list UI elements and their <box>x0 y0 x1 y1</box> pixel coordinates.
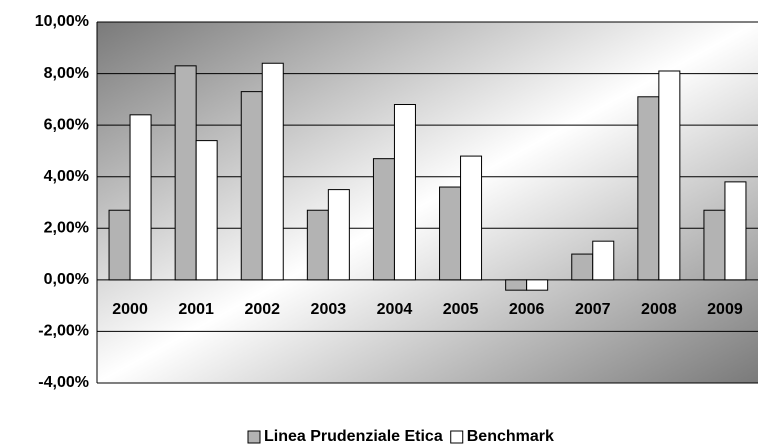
y-tick-label: 10,00% <box>35 13 89 30</box>
bar <box>637 96 660 281</box>
y-tick-label: 6,00% <box>44 116 89 133</box>
y-tick-label: -4,00% <box>38 374 89 391</box>
bar <box>571 253 594 281</box>
x-tick-label: 2004 <box>377 301 413 318</box>
x-tick-label: 2005 <box>443 301 479 318</box>
bar <box>703 209 726 281</box>
x-tick-label: 2007 <box>575 301 611 318</box>
bar <box>174 65 197 281</box>
bar <box>526 279 549 291</box>
legend-swatch <box>247 430 261 444</box>
bar <box>195 140 218 281</box>
y-tick-label: 8,00% <box>44 65 89 82</box>
bar <box>658 70 681 281</box>
x-tick-label: 2006 <box>509 301 545 318</box>
bar <box>327 189 350 281</box>
bar <box>393 104 416 281</box>
bar <box>460 155 483 281</box>
bar <box>261 62 284 281</box>
x-tick-label: 2001 <box>178 301 214 318</box>
bar <box>505 279 528 291</box>
x-tick-label: 2008 <box>641 301 677 318</box>
x-tick-label: 2000 <box>112 301 148 318</box>
x-tick-label: 2009 <box>707 301 743 318</box>
bar <box>592 240 615 281</box>
bar <box>129 114 152 281</box>
y-tick-label: 4,00% <box>44 168 89 185</box>
bar <box>439 186 462 281</box>
y-tick-label: -2,00% <box>38 323 89 340</box>
bar <box>372 158 395 281</box>
bar <box>306 209 329 281</box>
y-tick-label: 0,00% <box>44 271 89 288</box>
bar <box>724 181 747 281</box>
bar <box>240 91 263 281</box>
x-tick-label: 2002 <box>244 301 280 318</box>
y-tick-label: 2,00% <box>44 220 89 237</box>
legend-label: Benchmark <box>467 428 554 445</box>
legend-swatch <box>450 430 464 444</box>
bar <box>108 209 131 281</box>
x-tick-label: 2003 <box>311 301 347 318</box>
legend-label: Linea Prudenziale Etica <box>264 428 443 445</box>
